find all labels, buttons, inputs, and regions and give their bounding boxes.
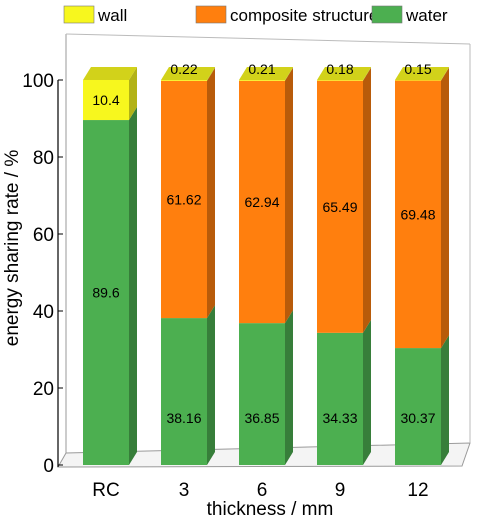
x-tick-label: 3 [179, 480, 190, 501]
bar-value-label: 30.37 [400, 410, 435, 426]
x-tick-label: 12 [407, 480, 428, 501]
bar-value-label: 69.48 [400, 206, 435, 222]
bar-top-cap [395, 67, 449, 80]
bar-value-label: 10.4 [92, 92, 119, 108]
x-tick-label: RC [92, 480, 119, 501]
bar-stack: 38.16 61.62 0.22 [161, 61, 215, 465]
legend-swatch [63, 5, 95, 24]
x-axis-title: thickness / mm [207, 499, 334, 519]
y-tick-label: 0 [43, 456, 54, 477]
bar-segment-side [441, 335, 449, 465]
bar-top-cap [239, 67, 293, 80]
legend-label: composite structure [230, 6, 378, 25]
bar-segment-side [285, 67, 293, 81]
bar-value-label: 65.49 [322, 199, 357, 215]
bar-value-label: 61.62 [166, 191, 201, 207]
legend-label: wall [97, 6, 127, 25]
legend-swatch [195, 5, 227, 24]
y-axis-title: energy sharing rate / % [2, 150, 23, 347]
legend-swatch [371, 5, 403, 24]
bar-segment [395, 80, 441, 349]
legend-item: water [371, 5, 448, 25]
bar-top-cap [317, 67, 371, 80]
bar-segment-side [285, 310, 293, 465]
bar-top-cap [83, 67, 137, 80]
y-tick-label: 60 [33, 225, 54, 246]
bar-value-label: 89.6 [92, 285, 119, 301]
bar-value-label: 38.16 [166, 410, 201, 426]
bar-segment-side [441, 67, 449, 81]
bar-segment [239, 80, 285, 324]
y-tick-label: 20 [33, 379, 54, 400]
bar-segment [83, 120, 129, 465]
legend-label: water [405, 6, 448, 25]
bar-value-label: 0.22 [170, 61, 197, 77]
bar-segment-side [207, 305, 215, 465]
top-frame-edge [65, 33, 471, 45]
bar-value-label: 62.94 [244, 194, 279, 210]
bar-segment-side [285, 67, 293, 324]
legend: wall composite structure water [63, 5, 448, 25]
y-tick-label: 80 [33, 148, 54, 169]
bar-segment-side [363, 319, 371, 465]
bars: 89.6 10.4 38.16 61.62 0.22 36.85 62.94 0.21 34.3… [83, 61, 449, 465]
bar-segment-side [363, 67, 371, 81]
bar-stack: 36.85 62.94 0.21 [239, 61, 293, 465]
bar-stack: 34.33 65.49 0.18 [317, 61, 371, 465]
x-ticks: RC 3 6 9 12 [92, 480, 428, 501]
bar-segment [395, 80, 441, 81]
bar-value-label: 0.21 [248, 61, 275, 77]
bar-top-cap [161, 67, 215, 80]
bar-segment [161, 318, 207, 465]
bar-segment-side [129, 107, 137, 465]
bar-segment [395, 348, 441, 465]
bar-segment-side [129, 67, 137, 121]
bar-value-label: 34.33 [322, 410, 357, 426]
bar-stack: 30.37 69.48 0.15 [395, 61, 449, 465]
bar-segment [317, 80, 363, 333]
bar-segment-side [441, 67, 449, 349]
bar-segment-side [363, 67, 371, 333]
y-tick-label: 100 [22, 71, 54, 92]
x-tick-label: 6 [257, 480, 268, 501]
y-tick-label: 40 [33, 302, 54, 323]
bar-value-label: 0.15 [404, 61, 431, 77]
bar-segment [83, 80, 129, 121]
bar-segment [239, 323, 285, 465]
bar-segment-side [207, 67, 215, 319]
bar-segment [239, 80, 285, 81]
legend-item: composite structure [195, 5, 378, 25]
bar-stack: 89.6 10.4 [83, 67, 137, 465]
bar-segment [161, 80, 207, 319]
bar-segment [317, 332, 363, 465]
legend-item: wall [63, 5, 127, 25]
y-ticks: 0 20 40 60 80 100 [22, 71, 63, 477]
bar-segment [161, 80, 207, 81]
x-tick-label: 9 [335, 480, 346, 501]
bar-value-label: 36.85 [244, 410, 279, 426]
bar-segment [317, 80, 363, 81]
bar-segment-side [207, 67, 215, 81]
bar-value-label: 0.18 [326, 61, 353, 77]
